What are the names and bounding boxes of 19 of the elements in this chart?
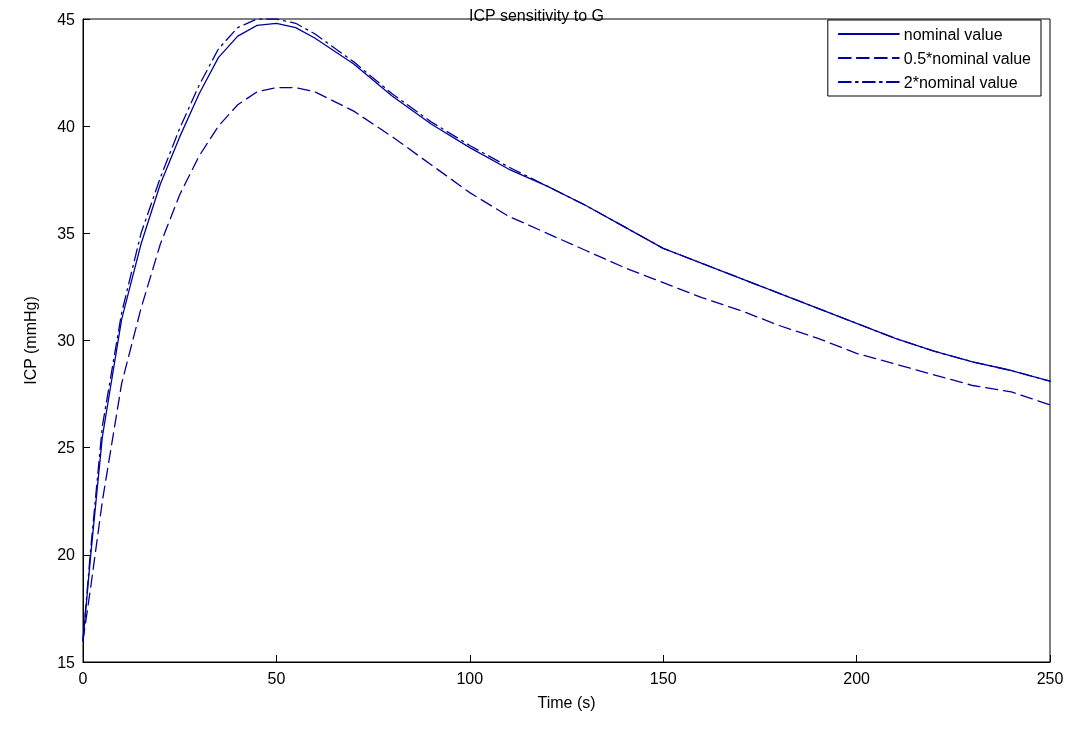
y-tick-label: 45 — [57, 10, 76, 28]
x-tick-label: 250 — [1036, 669, 1064, 687]
legend-label: 2*nominal value — [903, 73, 1018, 91]
x-tick-label: 100 — [456, 669, 484, 687]
y-tick-label: 30 — [57, 332, 76, 349]
x-tick-label: 50 — [267, 669, 286, 687]
chart-title: ICP sensitivity to G — [469, 6, 604, 24]
y-tick-label: 20 — [57, 546, 76, 564]
y-tick-label: 35 — [57, 224, 76, 242]
legend-label: nominal value — [903, 25, 1003, 43]
x-axis-title: Time (s) — [537, 693, 596, 711]
x-tick-label: 150 — [649, 669, 677, 687]
y-axis-title: ICP (mmHg) — [21, 296, 39, 385]
y-tick-label: 25 — [57, 439, 76, 457]
legend-label: 0.5*nominal value — [903, 49, 1032, 67]
y-tick-label: 40 — [57, 117, 76, 135]
x-tick-label: 200 — [843, 669, 871, 687]
x-tick-label: 0 — [78, 669, 88, 687]
y-tick-label: 15 — [57, 653, 76, 671]
